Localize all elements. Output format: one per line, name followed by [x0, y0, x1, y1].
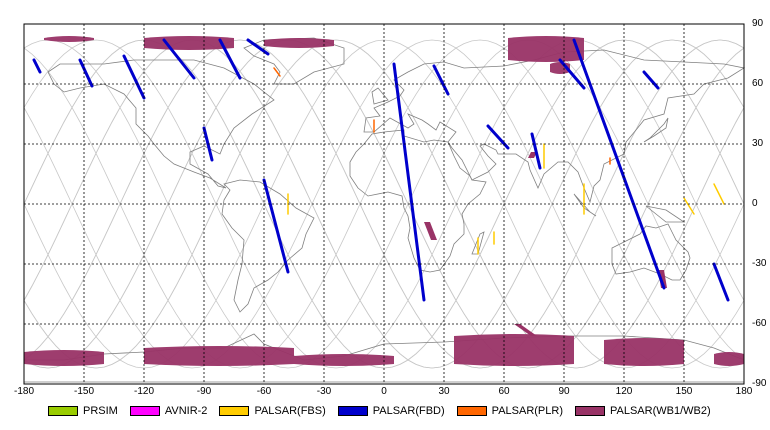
graticule: [24, 24, 744, 384]
y-tick-label: 0: [752, 198, 758, 209]
legend-item: PALSAR(WB1/WB2): [575, 405, 711, 417]
swath-palsar-wb1-wb2: [714, 352, 744, 366]
swath-palsar-fbd: [32, 58, 42, 74]
y-tick-label: 30: [752, 138, 764, 149]
legend-item: AVNIR-2: [129, 405, 208, 417]
swath-palsar-wb1-wb2: [44, 36, 94, 42]
swath-palsar-wb1-wb2: [604, 338, 684, 366]
y-tick-label: -60: [752, 318, 767, 329]
swath-palsar-fbd: [530, 132, 542, 170]
coastline: [221, 179, 315, 313]
observations: [24, 36, 744, 366]
swath-palsar-fbd: [218, 38, 242, 80]
swath-palsar-wb1-wb2: [528, 152, 537, 158]
swath-palsar-fbs: [713, 183, 725, 205]
x-tick-label: -60: [256, 386, 272, 397]
legend-label: PALSAR(WB1/WB2): [610, 405, 711, 417]
swath-palsar-wb1-wb2: [264, 38, 334, 48]
swath-palsar-fbd: [122, 54, 146, 100]
legend-item: PALSAR(PLR): [456, 405, 563, 417]
x-tick-label: -180: [13, 386, 35, 397]
legend-swatch: [48, 406, 78, 416]
y-tick-label: -90: [752, 378, 767, 389]
legend-label: PALSAR(FBS): [254, 405, 326, 417]
legend-item: PALSAR(FBD): [337, 405, 445, 417]
legend-item: PRSIM: [48, 405, 118, 417]
y-tick-label: 90: [752, 18, 764, 29]
x-tick-label: 90: [558, 386, 570, 397]
x-tick-label: 0: [381, 386, 387, 397]
x-tick-label: 120: [615, 386, 633, 397]
swath-palsar-wb1-wb2: [24, 350, 104, 366]
legend-item: PALSAR(FBS): [219, 405, 326, 417]
swath-palsar-fbd: [162, 38, 196, 80]
legend-swatch: [575, 406, 605, 416]
swath-palsar-fbd: [572, 38, 666, 290]
coastline: [47, 59, 275, 189]
swath-palsar-wb1-wb2: [144, 36, 234, 50]
x-tick-label: 60: [498, 386, 510, 397]
swath-palsar-wb1-wb2: [454, 334, 574, 366]
swath-palsar-wb1-wb2: [508, 36, 584, 62]
swath-palsar-plr: [273, 67, 281, 77]
x-tick-label: -90: [196, 386, 212, 397]
x-tick-label: 180: [735, 386, 753, 397]
x-tick-label: -150: [73, 386, 95, 397]
swath-palsar-fbd: [642, 70, 660, 90]
swath-palsar-fbd: [78, 58, 94, 88]
legend-swatch: [219, 406, 250, 416]
swath-palsar-wb1-wb2: [424, 222, 437, 240]
coastline: [643, 117, 669, 143]
legend-swatch: [337, 406, 368, 416]
legend-swatch: [129, 406, 160, 416]
swath-palsar-fbs: [683, 197, 695, 215]
legend: PRSIM AVNIR-2 PALSAR(FBS) PALSAR(FBD) PALSAR…: [48, 403, 723, 419]
swath-palsar-wb1-wb2: [144, 346, 294, 366]
coastline: [371, 87, 389, 105]
y-tick-label: -30: [752, 258, 767, 269]
swath-palsar-fbd: [432, 64, 450, 96]
y-tick-label: 60: [752, 78, 764, 89]
legend-label: AVNIR-2: [164, 405, 208, 417]
legend-label: PALSAR(FBD): [372, 405, 445, 417]
coastline: [611, 223, 691, 281]
swath-palsar-wb1-wb2: [294, 354, 394, 366]
swath-palsar-fbd: [712, 262, 730, 302]
swath-palsar-wb1-wb2: [514, 324, 537, 336]
x-tick-label: 30: [438, 386, 450, 397]
x-tick-label: -30: [316, 386, 332, 397]
x-tick-label: 150: [675, 386, 693, 397]
map-border: [23, 23, 745, 385]
x-tick-label: -120: [133, 386, 155, 397]
legend-label: PRSIM: [83, 405, 118, 417]
coastline: [363, 49, 746, 204]
legend-swatch: [456, 406, 487, 416]
swath-palsar-fbd: [246, 38, 270, 56]
swath-palsar-fbd: [392, 62, 426, 302]
swath-palsar-fbd: [262, 178, 290, 274]
legend-label: PALSAR(PLR): [491, 405, 563, 417]
